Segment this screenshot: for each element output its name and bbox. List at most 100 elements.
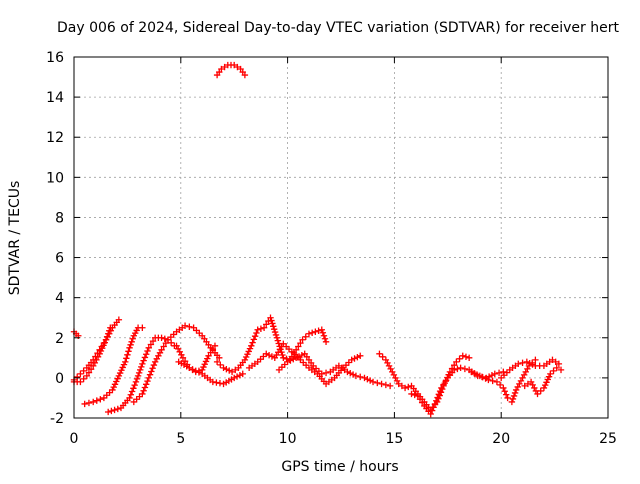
- series-arc-2: [70, 316, 123, 384]
- data-point: [217, 361, 224, 369]
- data-point: [545, 373, 553, 380]
- data-point: [205, 352, 212, 360]
- data-point: [148, 368, 155, 375]
- data-point: [85, 399, 93, 407]
- data-point: [298, 351, 306, 359]
- data-point: [145, 374, 152, 382]
- data-point: [141, 384, 149, 391]
- data-point: [485, 373, 493, 380]
- data-point: [113, 378, 120, 385]
- data-point: [146, 371, 154, 378]
- data-point: [320, 332, 328, 339]
- data-point: [142, 381, 150, 388]
- data-point: [435, 391, 443, 398]
- data-point: [130, 385, 137, 392]
- data-point: [104, 330, 112, 337]
- data-point: [500, 384, 507, 392]
- data-point: [108, 407, 115, 415]
- data-point: [128, 338, 135, 345]
- data-point: [90, 398, 97, 406]
- data-point: [102, 336, 110, 343]
- data-point: [501, 388, 508, 395]
- data-point: [241, 71, 249, 79]
- data-point: [485, 376, 492, 384]
- data-point: [120, 361, 128, 368]
- data-point: [115, 372, 123, 380]
- series-arc-11: [275, 350, 394, 390]
- data-point: [416, 396, 424, 403]
- data-point: [179, 354, 187, 362]
- data-point: [552, 358, 559, 366]
- data-point: [239, 370, 246, 378]
- data-point: [495, 369, 503, 377]
- data-point: [297, 339, 304, 347]
- data-point: [292, 346, 300, 354]
- data-point: [532, 356, 539, 364]
- data-point: [223, 365, 230, 373]
- data-point: [502, 391, 510, 398]
- data-point: [93, 397, 100, 404]
- data-point: [249, 339, 256, 346]
- data-point: [216, 354, 223, 362]
- x-tick-label: 10: [279, 431, 297, 447]
- data-point: [382, 381, 390, 389]
- y-tick-label: -2: [50, 411, 64, 427]
- series-arc-13: [408, 364, 507, 418]
- data-point: [378, 380, 385, 388]
- data-point: [369, 378, 377, 386]
- data-point: [312, 328, 319, 335]
- y-tick-label: 14: [46, 90, 64, 106]
- data-point: [547, 370, 554, 378]
- data-point: [357, 352, 364, 360]
- y-tick-label: 4: [55, 291, 64, 307]
- data-point: [127, 391, 135, 398]
- series-arc-6: [130, 322, 223, 406]
- data-point: [366, 377, 374, 384]
- data-point: [357, 373, 364, 381]
- data-point: [139, 324, 146, 331]
- data-point: [462, 353, 470, 361]
- data-point: [280, 354, 287, 362]
- data-point: [436, 387, 444, 395]
- data-point: [500, 368, 507, 376]
- data-point: [272, 331, 280, 339]
- data-point: [139, 360, 146, 368]
- data-point: [305, 330, 313, 337]
- data-point: [133, 375, 141, 383]
- x-tick-label: 20: [492, 431, 510, 447]
- data-point: [110, 383, 117, 391]
- data-point: [83, 372, 91, 380]
- data-point: [468, 368, 475, 376]
- data-point: [140, 357, 147, 364]
- data-point: [534, 390, 541, 398]
- data-point: [213, 379, 220, 386]
- data-point: [418, 399, 426, 406]
- data-point: [457, 364, 464, 372]
- data-point: [254, 326, 261, 333]
- data-point: [549, 356, 556, 364]
- data-point: [268, 317, 275, 324]
- data-point: [540, 384, 548, 392]
- data-point: [319, 329, 327, 336]
- data-point: [270, 323, 277, 330]
- data-point: [134, 372, 142, 380]
- data-point: [550, 367, 557, 375]
- data-point: [81, 400, 88, 408]
- data-point: [493, 378, 501, 386]
- data-point: [511, 389, 519, 397]
- series-arc-10: [245, 340, 364, 388]
- data-point: [461, 365, 469, 373]
- data-point: [537, 387, 544, 395]
- data-point: [491, 370, 498, 378]
- y-tick-label: 16: [46, 50, 64, 66]
- data-point: [126, 344, 133, 352]
- data-point: [192, 367, 199, 375]
- data-point: [364, 376, 371, 383]
- data-point: [111, 406, 118, 414]
- data-point: [150, 361, 158, 369]
- data-point: [270, 325, 278, 333]
- data-point: [244, 351, 251, 358]
- data-point: [459, 352, 466, 360]
- data-point: [508, 398, 516, 406]
- data-point: [292, 354, 300, 362]
